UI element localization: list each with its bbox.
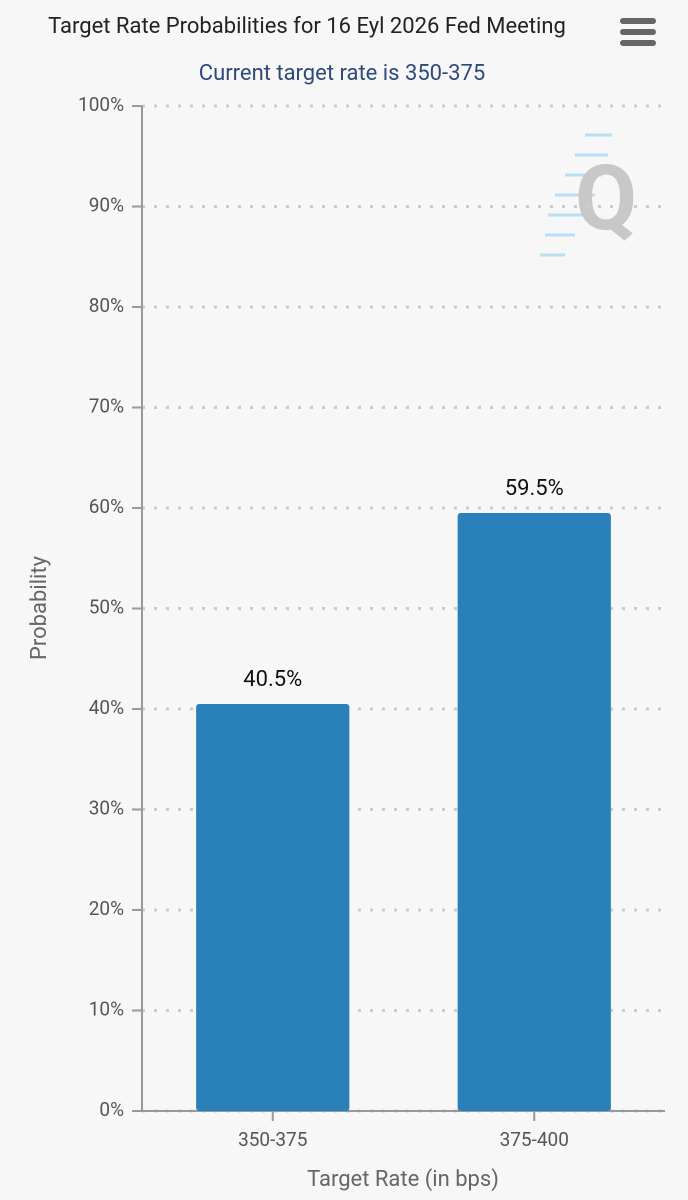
chart-title: Target Rate Probabilities for 16 Eyl 202… [48,14,566,39]
menu-bar [620,29,656,35]
menu-bar [620,18,656,24]
x-tick-label: 375-400 [500,1128,569,1151]
svg-text:Q: Q [575,146,637,251]
bar [196,703,350,1111]
bar [457,513,611,1111]
y-tick-label: 40% [89,696,124,719]
y-tick-label: 0% [99,1098,124,1121]
y-tick-label: 20% [89,897,124,920]
menu-button[interactable] [620,18,656,46]
y-tick-label: 70% [89,395,124,418]
watermark: Q [540,133,637,257]
y-tick-label: 100% [78,93,124,116]
y-tick-label: 30% [89,797,124,820]
menu-bar [620,40,656,46]
y-tick-label: 80% [89,294,124,317]
x-axis-label: Target Rate (in bps) [307,1167,499,1192]
y-tick-label: 60% [89,495,124,518]
data-label: 59.5% [505,476,564,501]
y-axis-label: Probability [27,555,52,660]
data-label: 40.5% [243,667,302,692]
y-tick-label: 90% [89,194,124,217]
x-tick-label: 350-375 [238,1128,307,1151]
chart-subtitle: Current target rate is 350-375 [199,61,485,86]
y-tick-label: 50% [89,596,124,619]
y-tick-label: 10% [89,998,124,1021]
